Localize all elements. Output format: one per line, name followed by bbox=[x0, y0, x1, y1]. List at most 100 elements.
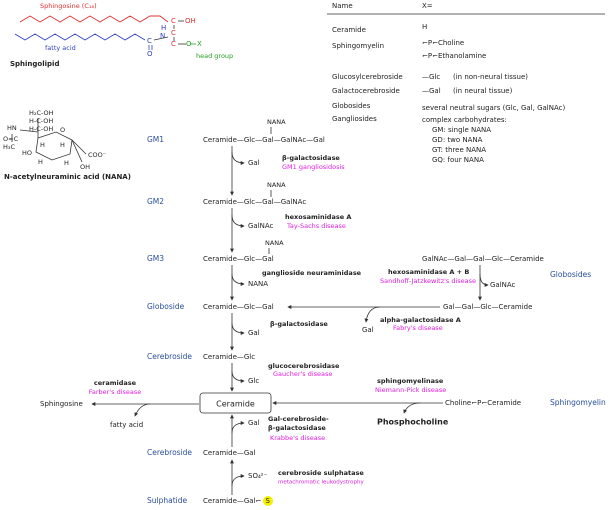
atom: H₂C-OH bbox=[29, 109, 54, 117]
cell: Glucosylcerebroside bbox=[332, 73, 403, 81]
cell: —Glc bbox=[422, 73, 440, 81]
atom: H bbox=[38, 158, 43, 166]
disease: metachromatic leukodystrophy bbox=[278, 480, 364, 486]
atom: O bbox=[147, 50, 153, 58]
atom: H-C-OH bbox=[29, 125, 53, 133]
sphingolipid: Sphingosine (C₁₈) fatty acid head group … bbox=[10, 2, 233, 68]
ceramide-box bbox=[199, 392, 272, 414]
enzyme: sphingomyelinase bbox=[377, 377, 444, 385]
compound: Choline⌐P⌐Ceramide bbox=[445, 399, 521, 407]
arrow bbox=[479, 273, 489, 287]
branch: NANA bbox=[267, 181, 286, 189]
disease: GM1 gangliosidosis bbox=[282, 163, 345, 171]
atom: HN bbox=[7, 124, 17, 132]
product: Gal bbox=[248, 159, 260, 167]
arrow bbox=[231, 421, 245, 434]
compound: Ceramide—Glc—Gal—GalNAc—Gal bbox=[203, 136, 325, 144]
compound: S bbox=[266, 497, 271, 505]
compound: Ceramide—Glc—Gal—GalNAc bbox=[203, 198, 306, 206]
arrow bbox=[231, 214, 245, 228]
stage-label: Cerebroside bbox=[147, 352, 192, 361]
enzyme: ganglioside neuraminidase bbox=[262, 269, 362, 277]
atom: HO bbox=[22, 149, 32, 157]
compound: Ceramide—Gal⌐ bbox=[203, 497, 262, 505]
arrow bbox=[231, 151, 245, 165]
bond bbox=[153, 36, 169, 41]
stage-label: GM1 bbox=[147, 135, 164, 144]
cell: Globosides bbox=[332, 102, 371, 110]
arrow bbox=[364, 306, 381, 323]
stage-label: Sulphatide bbox=[147, 496, 187, 505]
cell: GM: single NANA bbox=[432, 126, 491, 134]
arrow bbox=[134, 403, 151, 417]
cell: GT: three NANA bbox=[432, 146, 486, 154]
atom: H bbox=[64, 159, 69, 167]
enzyme: β-galactosidase bbox=[268, 424, 326, 432]
atom: H-C-OH bbox=[29, 117, 53, 125]
stage-label: Sphingomyelin bbox=[550, 398, 606, 407]
enzyme: ceramidase bbox=[94, 379, 137, 387]
cell: GQ: four NANA bbox=[432, 156, 484, 164]
disease: Farber's disease bbox=[89, 388, 142, 396]
atom: COO⁻ bbox=[88, 151, 106, 159]
compound: Ceramide—Glc bbox=[203, 353, 255, 361]
branch: NANA bbox=[265, 239, 284, 247]
atom: OH bbox=[185, 17, 196, 25]
highlight bbox=[263, 496, 273, 506]
enzyme: Gal-cerebroside- bbox=[268, 415, 329, 423]
atom: C bbox=[171, 29, 176, 37]
enzyme: alpha-galactosidase A bbox=[380, 316, 461, 324]
atom: O=C bbox=[3, 135, 19, 143]
arrow bbox=[231, 370, 245, 383]
atom: C bbox=[171, 17, 176, 25]
bond bbox=[71, 139, 83, 163]
product: NANA bbox=[248, 280, 268, 288]
cell: ⌐P⌐Choline bbox=[422, 39, 464, 47]
atom: H bbox=[60, 141, 65, 149]
stage-label: Globosides bbox=[550, 270, 591, 279]
product: Glc bbox=[248, 377, 259, 385]
nana-structure: H₂C-OH H-C-OH HN H-C-OH O=C H₃C HO H H O… bbox=[3, 109, 131, 181]
bond bbox=[19, 129, 39, 133]
product: Sphingosine bbox=[40, 400, 83, 408]
cell: (in non-neural tissue) bbox=[453, 73, 528, 81]
atom: C bbox=[171, 40, 176, 48]
enzyme: β-galactosidase bbox=[282, 154, 340, 162]
enzyme: glucocerebrosidase bbox=[268, 362, 340, 370]
sphingosine-chain bbox=[19, 15, 169, 23]
cell: Galactocerebroside bbox=[332, 87, 400, 95]
stage-label: Cerebroside bbox=[147, 448, 192, 457]
atom: OH bbox=[80, 163, 90, 171]
cell: GD: two NANA bbox=[432, 136, 483, 144]
atom: X bbox=[197, 40, 202, 48]
atom: C bbox=[147, 37, 152, 45]
product: GalNAc bbox=[490, 281, 516, 289]
enzyme: β-galactosidase bbox=[270, 320, 328, 328]
disease: Sandhoff-Jatzkewitz's disease bbox=[380, 277, 476, 285]
compound: Ceramide—Glc—Gal bbox=[203, 255, 274, 263]
cell: H bbox=[422, 23, 427, 31]
enzyme: hexosaminidase A bbox=[285, 213, 351, 221]
pathway: GM1 GM2 GM3 Globoside Cerebroside Cerebr… bbox=[40, 118, 606, 506]
cell: —Gal bbox=[422, 87, 441, 95]
product: Phosphocholine bbox=[377, 418, 449, 427]
arrow bbox=[403, 402, 421, 414]
atom: O bbox=[60, 126, 65, 134]
product: fatty acid bbox=[110, 421, 143, 429]
disease: Tay-Sachs disease bbox=[286, 222, 346, 230]
fatty-acid-chain bbox=[14, 33, 146, 41]
branch: NANA bbox=[267, 118, 286, 126]
header: X= bbox=[422, 2, 433, 10]
product: Gal bbox=[248, 329, 260, 337]
ring bbox=[35, 131, 73, 161]
stage-label: GM3 bbox=[147, 254, 164, 263]
product: GalNAc bbox=[248, 222, 274, 230]
atom: N bbox=[160, 32, 165, 40]
cell: Ceramide bbox=[332, 26, 366, 34]
cell: complex carbohydrates: bbox=[422, 116, 507, 124]
table: Name X= Ceramide H Sphingomyelin ⌐P⌐Chol… bbox=[327, 2, 605, 164]
label: fatty acid bbox=[45, 44, 76, 52]
atom: H bbox=[161, 24, 166, 32]
enzyme: hexosaminidase A + B bbox=[388, 268, 469, 276]
